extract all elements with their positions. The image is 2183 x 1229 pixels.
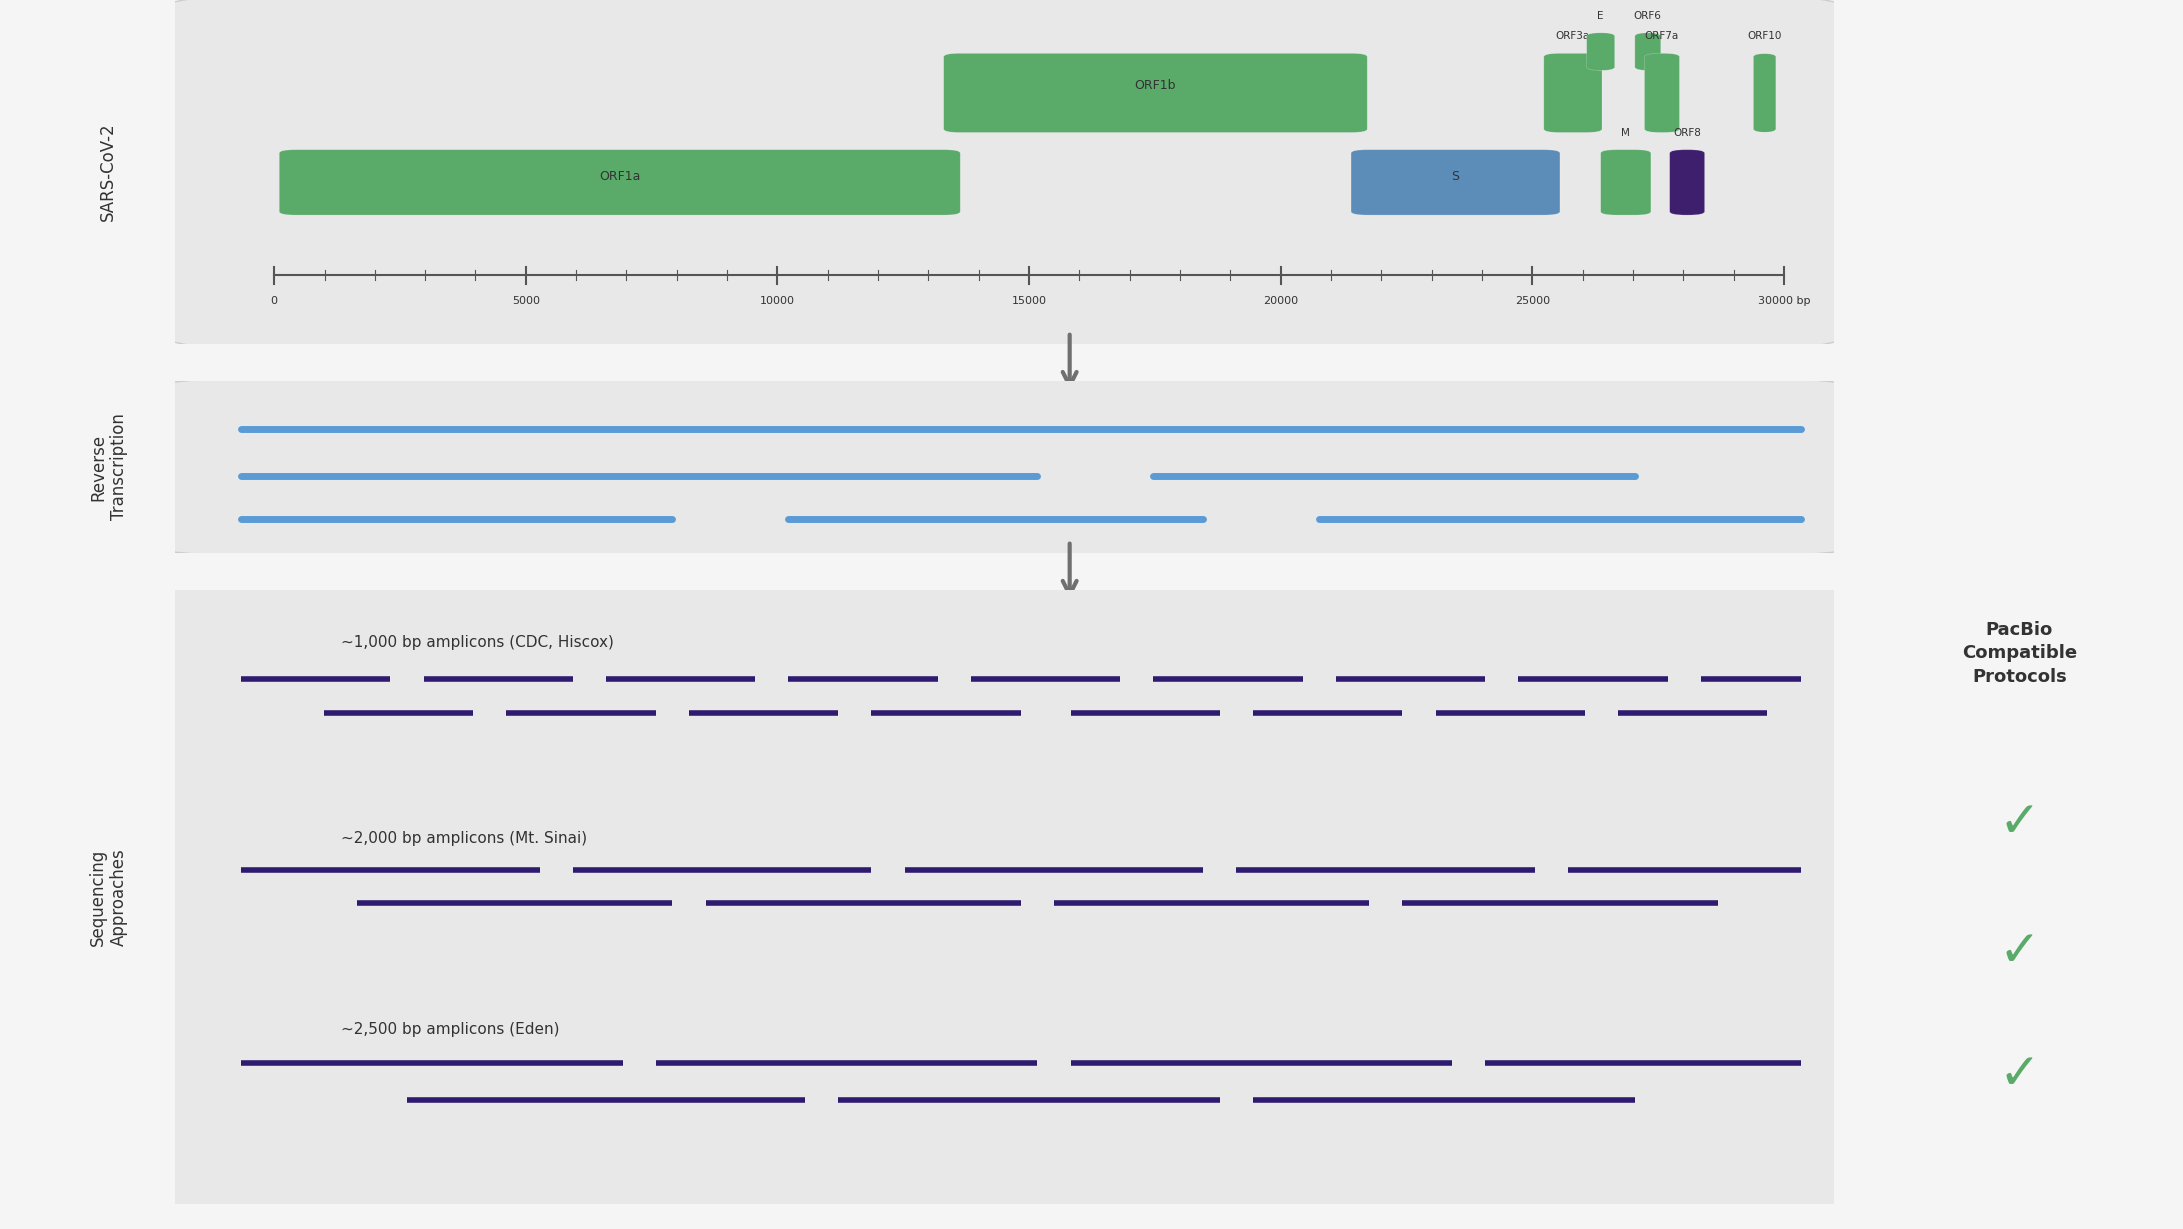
Text: 30000 bp: 30000 bp bbox=[1757, 296, 1810, 306]
Text: 5000: 5000 bbox=[511, 296, 539, 306]
Text: E: E bbox=[1598, 11, 1605, 21]
FancyBboxPatch shape bbox=[1587, 33, 1615, 70]
Text: ORF3a: ORF3a bbox=[1556, 31, 1589, 42]
FancyBboxPatch shape bbox=[1600, 150, 1650, 215]
FancyBboxPatch shape bbox=[1635, 33, 1661, 70]
Text: ~2,500 bp amplicons (Eden): ~2,500 bp amplicons (Eden) bbox=[341, 1021, 559, 1037]
Text: 20000: 20000 bbox=[1264, 296, 1299, 306]
Text: ORF8: ORF8 bbox=[1672, 128, 1701, 138]
FancyBboxPatch shape bbox=[157, 584, 1851, 1211]
Text: ✓: ✓ bbox=[1997, 928, 2041, 977]
FancyBboxPatch shape bbox=[943, 53, 1367, 133]
Text: 0: 0 bbox=[271, 296, 277, 306]
Text: SARS-CoV-2: SARS-CoV-2 bbox=[98, 123, 118, 221]
FancyBboxPatch shape bbox=[157, 0, 1851, 348]
Text: S: S bbox=[1452, 170, 1460, 183]
Text: Sequencing
Approaches: Sequencing Approaches bbox=[90, 848, 127, 946]
Text: ORF10: ORF10 bbox=[1746, 31, 1781, 42]
Text: ORF1a: ORF1a bbox=[598, 170, 640, 183]
Text: ORF1b: ORF1b bbox=[1135, 79, 1177, 92]
FancyBboxPatch shape bbox=[279, 150, 961, 215]
Text: ~2,000 bp amplicons (Mt. Sinai): ~2,000 bp amplicons (Mt. Sinai) bbox=[341, 831, 587, 847]
Text: ORF7a: ORF7a bbox=[1644, 31, 1679, 42]
Text: 15000: 15000 bbox=[1011, 296, 1046, 306]
FancyBboxPatch shape bbox=[1543, 53, 1602, 133]
Text: Reverse
Transcription: Reverse Transcription bbox=[90, 414, 127, 520]
Text: 10000: 10000 bbox=[760, 296, 795, 306]
Text: PacBio
Compatible
Protocols: PacBio Compatible Protocols bbox=[1963, 621, 2076, 686]
FancyBboxPatch shape bbox=[157, 380, 1851, 554]
Text: ~1,000 bp amplicons (CDC, Hiscox): ~1,000 bp amplicons (CDC, Hiscox) bbox=[341, 634, 613, 650]
FancyBboxPatch shape bbox=[1753, 53, 1775, 133]
Text: ✓: ✓ bbox=[1997, 1051, 2041, 1100]
Text: M: M bbox=[1622, 128, 1631, 138]
FancyBboxPatch shape bbox=[1670, 150, 1705, 215]
Text: 25000: 25000 bbox=[1515, 296, 1550, 306]
FancyBboxPatch shape bbox=[1351, 150, 1561, 215]
Text: ✓: ✓ bbox=[1997, 799, 2041, 848]
FancyBboxPatch shape bbox=[1644, 53, 1679, 133]
Text: ORF6: ORF6 bbox=[1633, 11, 1661, 21]
